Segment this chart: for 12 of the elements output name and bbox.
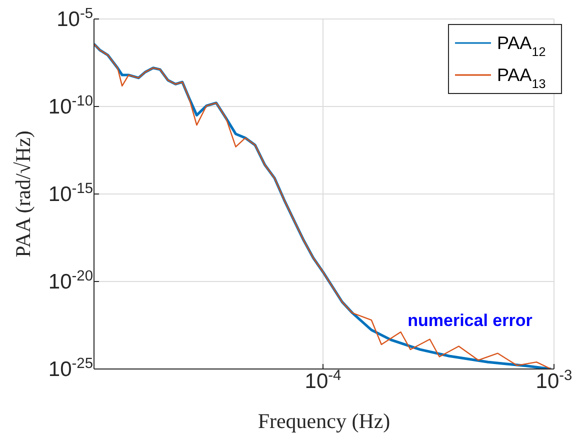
annotation: numerical error	[408, 311, 533, 330]
y-tick-label: 10$^{-5}$	[56, 6, 93, 31]
x-axis-title: Frequency (Hz)	[258, 409, 390, 433]
x-tick-label: 10$^{-3}$	[536, 368, 572, 393]
y-tick-label: 10$^{-25}$	[48, 356, 93, 381]
legend-label: PAA$_{13}$	[497, 65, 546, 91]
x-tick-label: 10$^{-4}$	[304, 368, 342, 393]
y-tick-label: 10$^{-15}$	[48, 181, 93, 206]
y-axis-title: PAA (rad/√Hz)	[11, 130, 35, 258]
legend-label: PAA$_{12}$	[497, 33, 546, 59]
y-tick-label: 10$^{-10}$	[48, 94, 93, 118]
y-tick-label: 10$^{-20}$	[48, 268, 93, 294]
